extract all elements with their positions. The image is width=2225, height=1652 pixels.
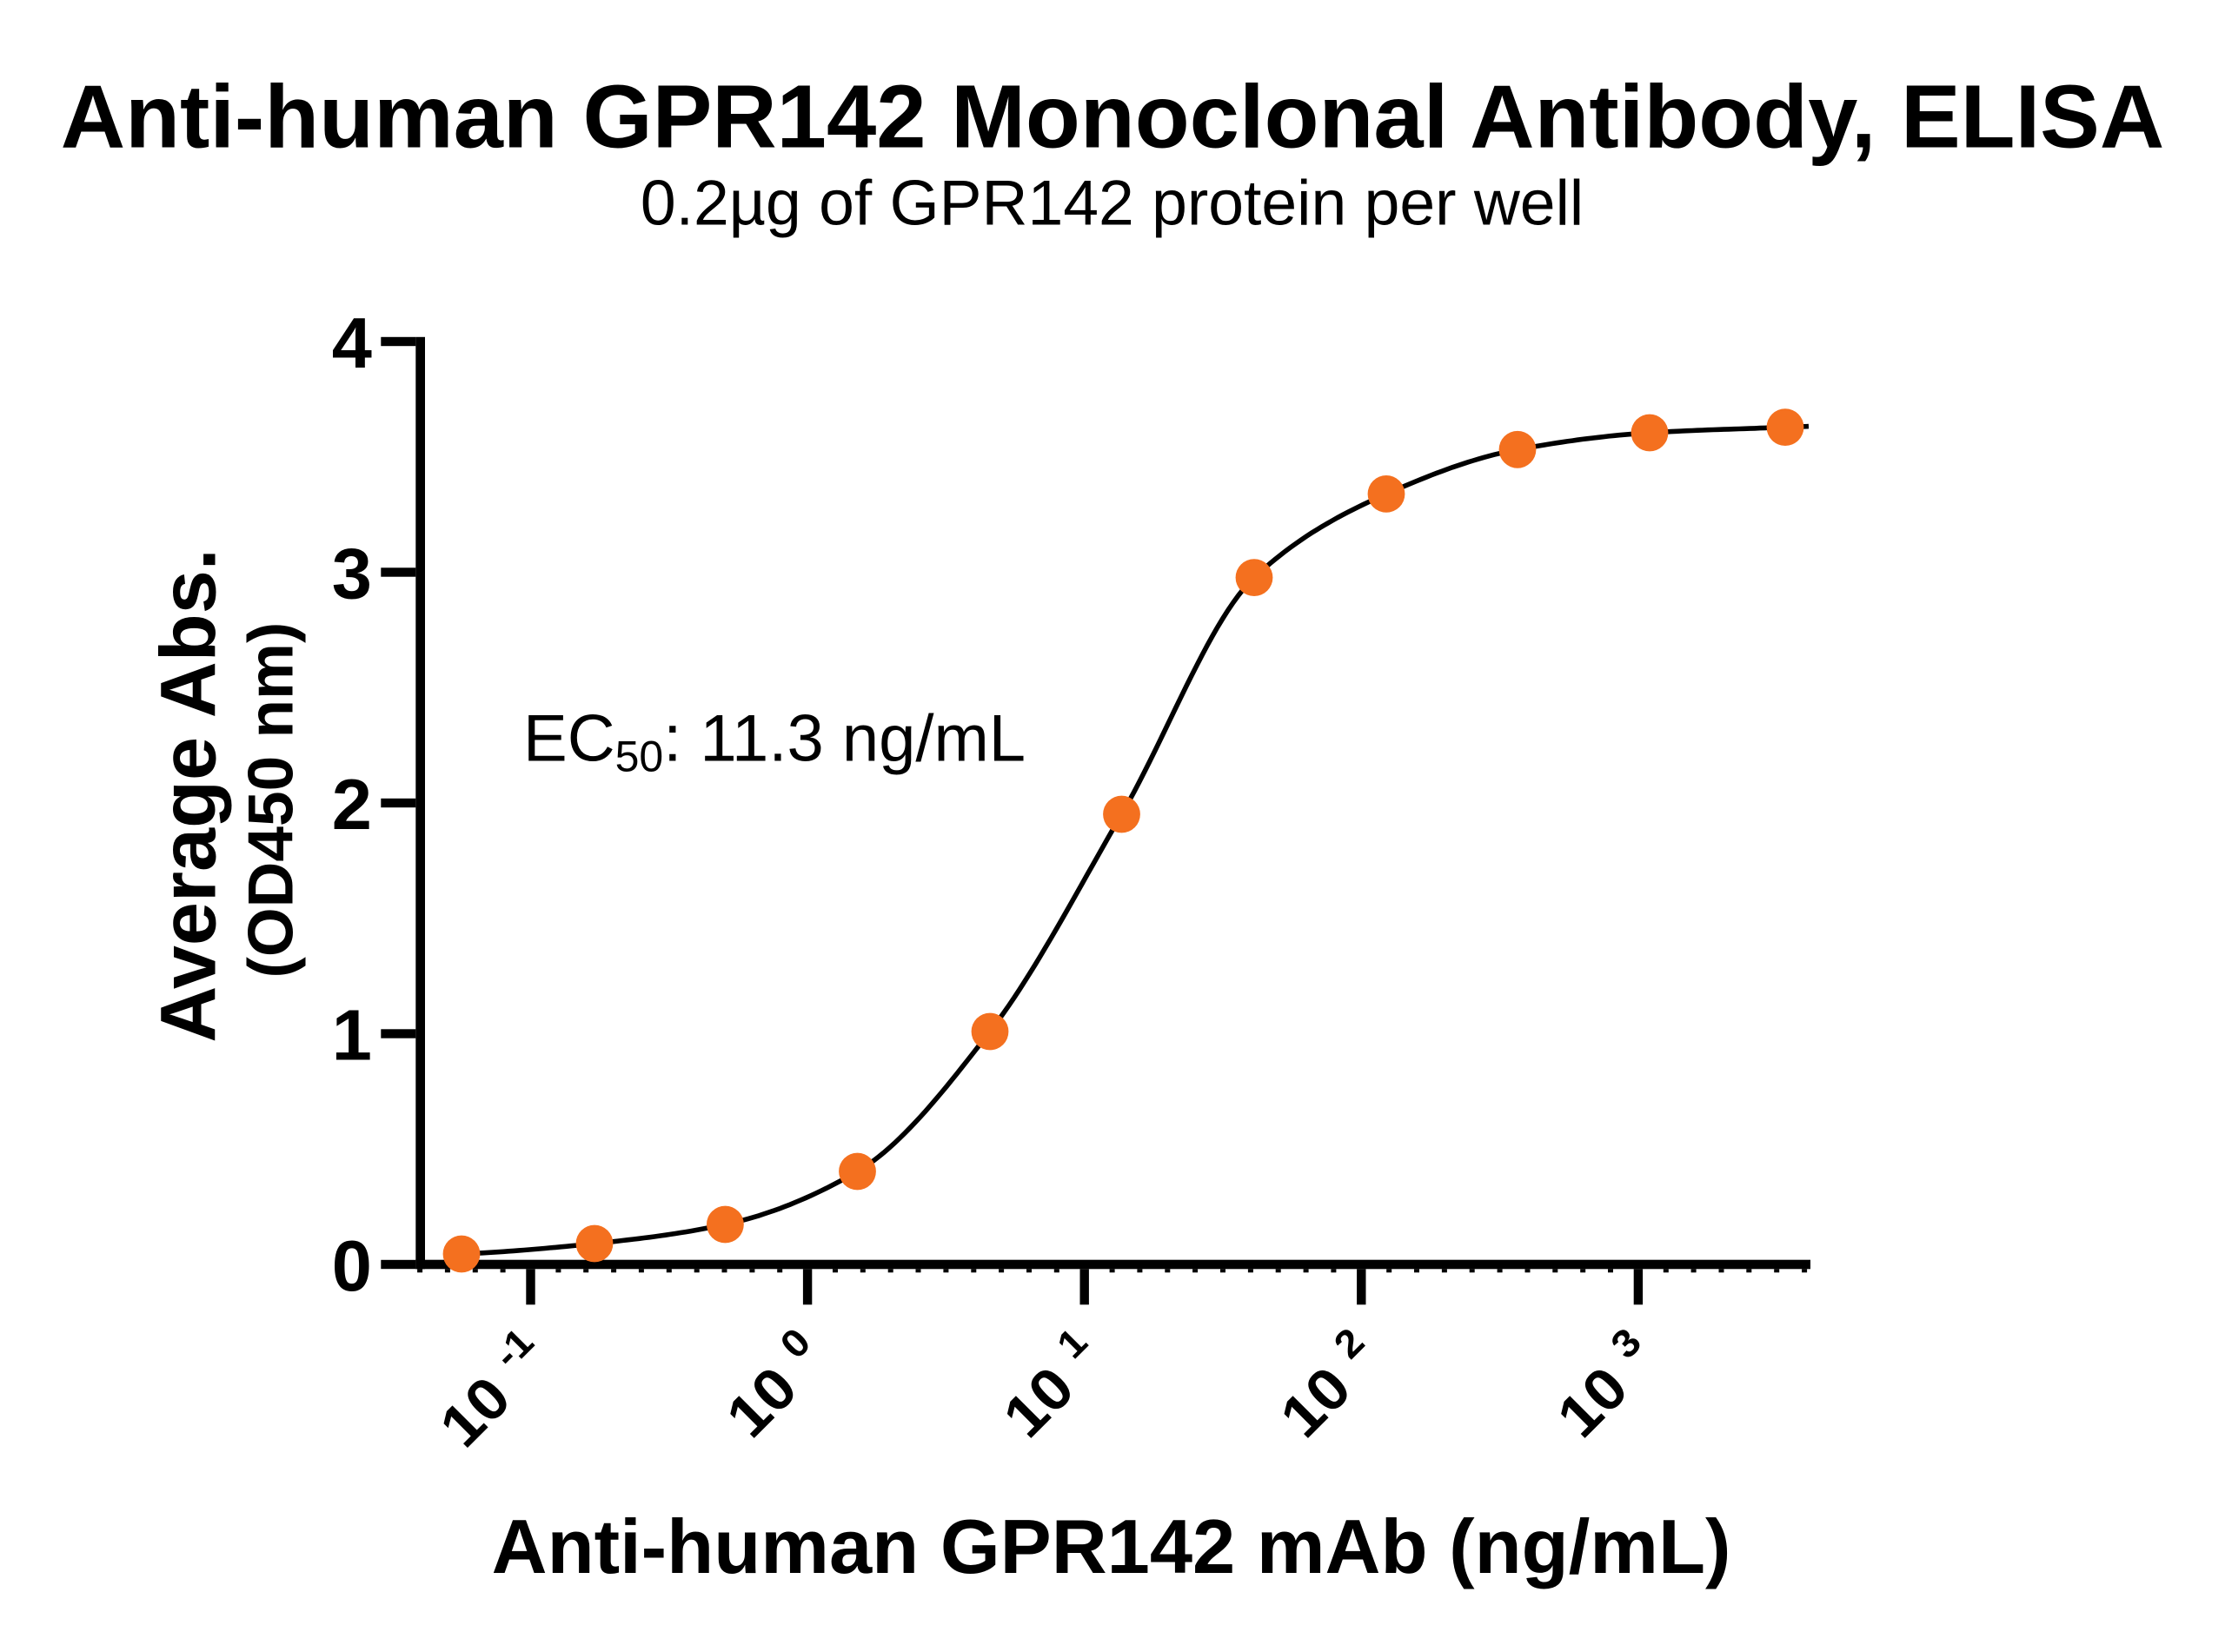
svg-text:0: 0 [332, 1225, 372, 1306]
svg-text:Anti-human GPR142 Monoclonal A: Anti-human GPR142 Monoclonal Antibody, E… [61, 67, 2165, 167]
svg-text:1: 1 [332, 994, 372, 1075]
svg-text:EC50: 11.3 ng/mL: EC50: 11.3 ng/mL [523, 701, 1026, 780]
svg-text:Average Abs.: Average Abs. [145, 548, 232, 1043]
svg-text:2: 2 [332, 764, 372, 845]
svg-text:4: 4 [332, 302, 372, 383]
svg-text:Anti-human GPR142 mAb (ng/mL): Anti-human GPR142 mAb (ng/mL) [492, 1503, 1731, 1589]
svg-text:0.2µg of GPR142 protein per we: 0.2µg of GPR142 protein per well [641, 167, 1584, 238]
svg-text:3: 3 [332, 533, 372, 614]
svg-text:(OD450 nm): (OD450 nm) [236, 622, 307, 979]
